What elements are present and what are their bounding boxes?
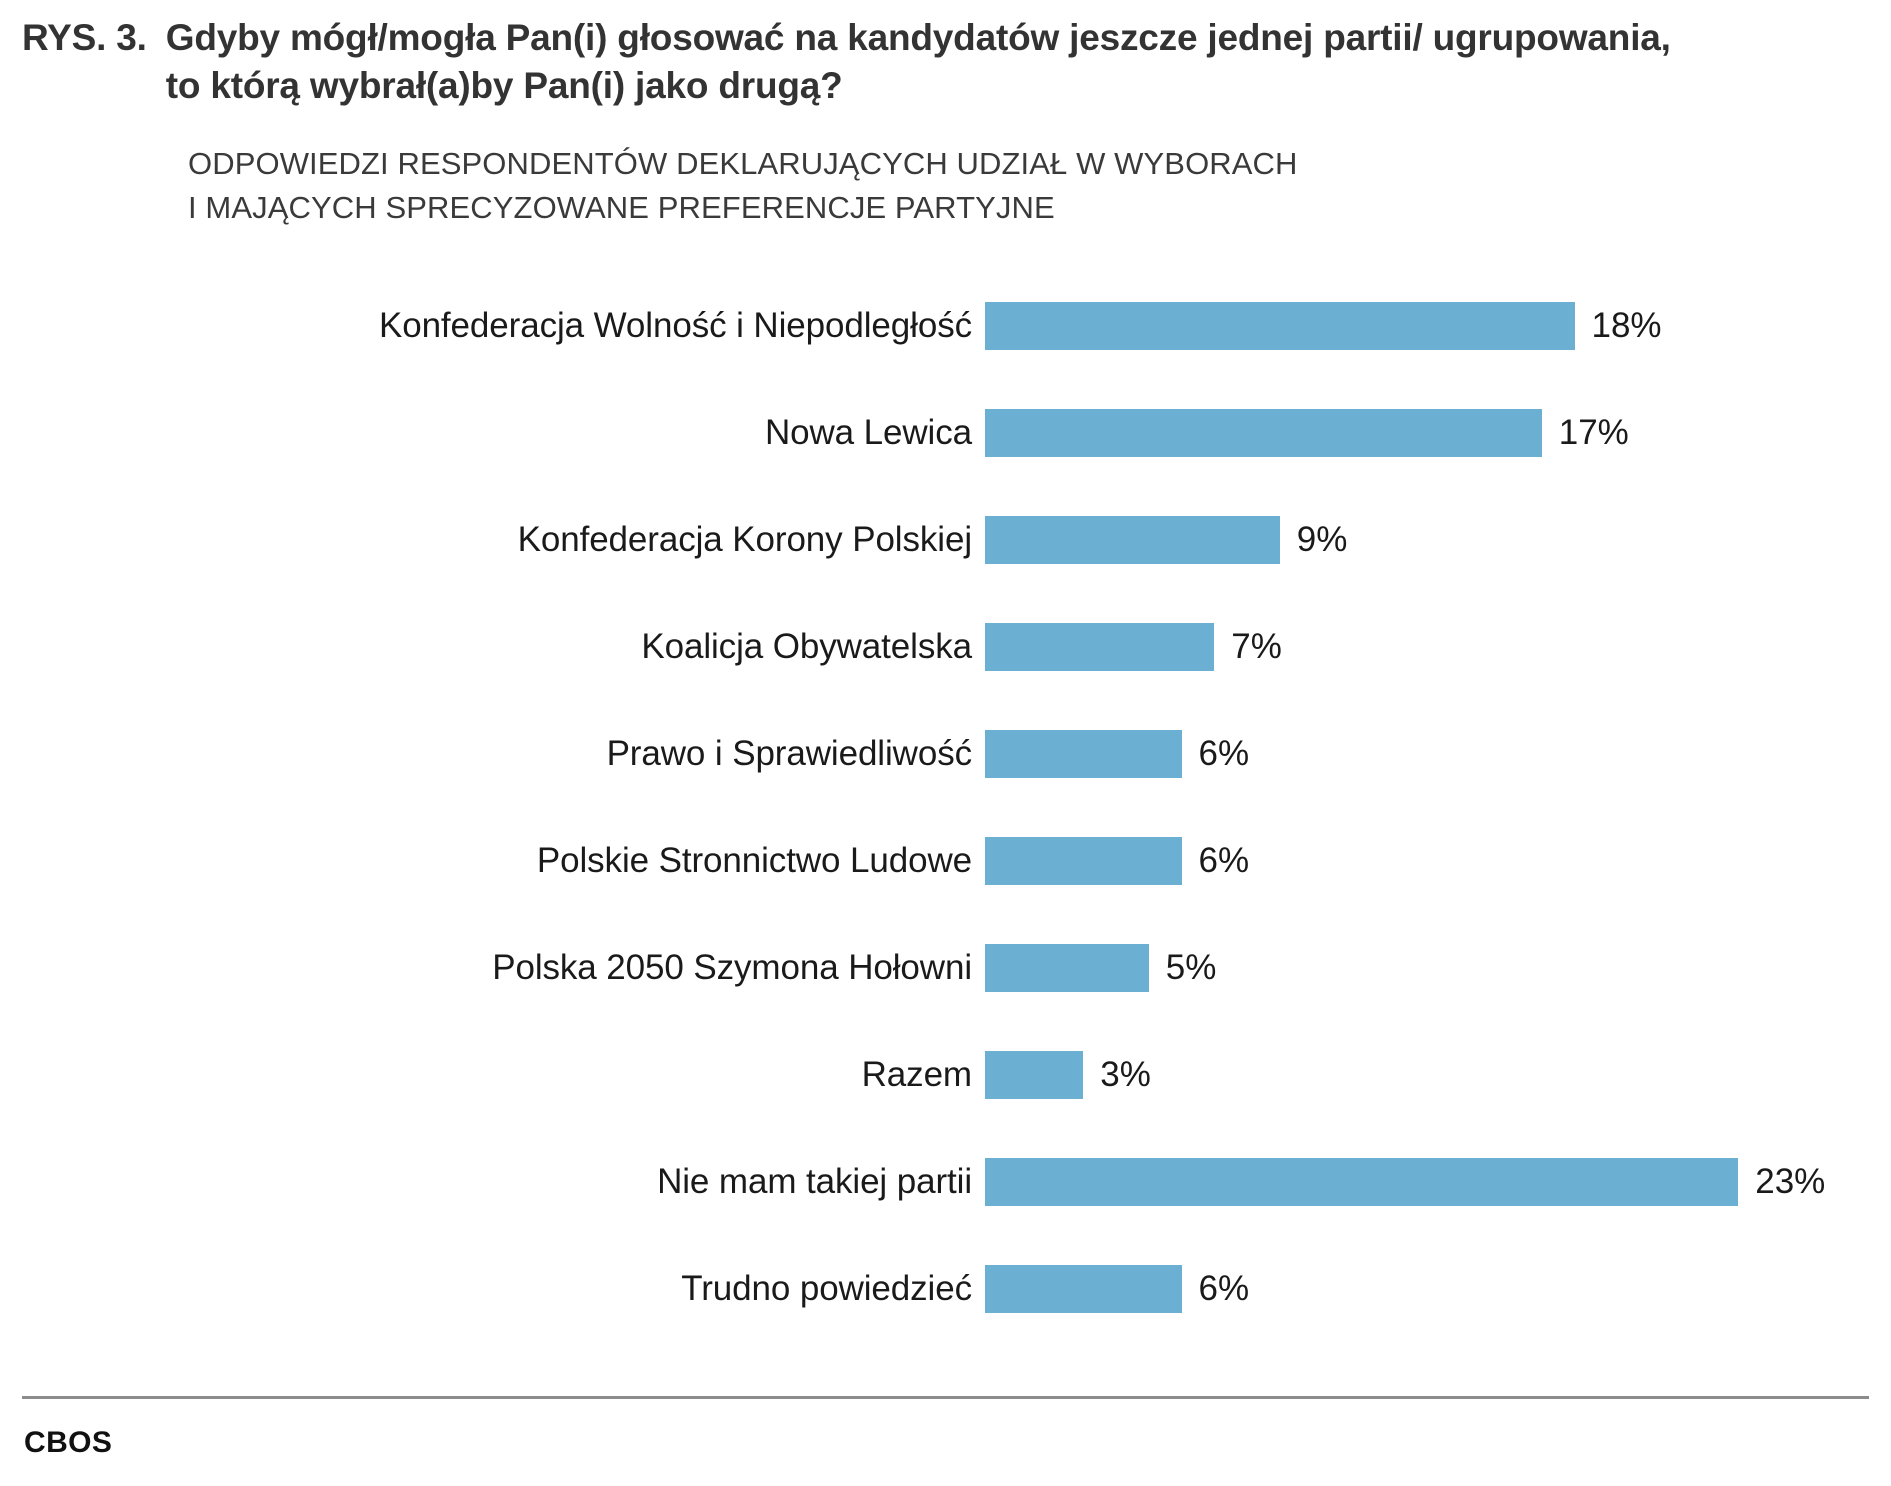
chart-row: Nie mam takiej partii 23% bbox=[0, 1158, 1891, 1207]
category-label: Polskie Stronnictwo Ludowe bbox=[536, 841, 972, 881]
bar bbox=[985, 837, 1182, 886]
bar bbox=[985, 1051, 1084, 1100]
bar-group: 23% bbox=[985, 1158, 1826, 1207]
title-row: RYS. 3. Gdyby mógł/mogła Pan(i) głosować… bbox=[22, 14, 1861, 110]
bar-value-label: 3% bbox=[1100, 1055, 1151, 1095]
category-label: Nowa Lewica bbox=[764, 413, 972, 453]
category-label: Koalicja Obywatelska bbox=[641, 627, 972, 667]
bar-group: 18% bbox=[985, 302, 1662, 351]
bar bbox=[985, 730, 1182, 779]
page-title: Gdyby mógł/mogła Pan(i) głosować na kand… bbox=[165, 17, 1671, 107]
bar bbox=[985, 516, 1280, 565]
bar-value-label: 5% bbox=[1165, 948, 1217, 988]
subtitle-line-1: ODPOWIEDZI RESPONDENTÓW DEKLARUJĄCYCH UD… bbox=[188, 146, 1298, 182]
chart-header: RYS. 3. Gdyby mógł/mogła Pan(i) głosować… bbox=[0, 0, 1891, 230]
figure-number: RYS. 3. bbox=[22, 17, 147, 58]
chart-row: Razem 3% bbox=[0, 1051, 1891, 1100]
bar bbox=[985, 409, 1542, 458]
bar-group: 7% bbox=[985, 623, 1282, 672]
chart-row: Konfederacja Wolność i Niepodległość 18% bbox=[0, 302, 1891, 351]
bar-value-label: 6% bbox=[1198, 734, 1250, 774]
bar-group: 6% bbox=[985, 730, 1250, 779]
chart-footer: CBOS bbox=[0, 1396, 1891, 1486]
chart-row: Prawo i Sprawiedliwość 6% bbox=[0, 730, 1891, 779]
category-label: Konfederacja Korony Polskiej bbox=[517, 520, 973, 560]
bar bbox=[985, 1158, 1739, 1207]
category-label: Nie mam takiej partii bbox=[657, 1162, 972, 1202]
bar-group: 5% bbox=[985, 944, 1217, 993]
chart-row: Konfederacja Korony Polskiej 9% bbox=[0, 516, 1891, 565]
category-label: Polska 2050 Szymona Hołowni bbox=[492, 948, 972, 988]
source-label: CBOS bbox=[24, 1426, 113, 1459]
chart-row: Polskie Stronnictwo Ludowe 6% bbox=[0, 837, 1891, 886]
category-label: Razem bbox=[861, 1055, 972, 1095]
category-label: Prawo i Sprawiedliwość bbox=[606, 734, 973, 774]
bar-group: 6% bbox=[985, 837, 1250, 886]
bar-value-label: 7% bbox=[1231, 627, 1282, 667]
bar bbox=[985, 302, 1575, 351]
bar-value-label: 9% bbox=[1296, 520, 1348, 560]
chart-row: Trudno powiedzieć 6% bbox=[0, 1265, 1891, 1314]
bar-group: 9% bbox=[985, 516, 1348, 565]
footer-divider bbox=[22, 1396, 1869, 1399]
bar bbox=[985, 1265, 1182, 1314]
bar-group: 6% bbox=[985, 1265, 1250, 1314]
chart-subtitle: ODPOWIEDZI RESPONDENTÓW DEKLARUJĄCYCH UD… bbox=[188, 142, 1608, 230]
bar-value-label: 6% bbox=[1198, 1269, 1250, 1309]
category-label: Trudno powiedzieć bbox=[681, 1269, 972, 1309]
chart-row: Koalicja Obywatelska 7% bbox=[0, 623, 1891, 672]
bar-group: 3% bbox=[985, 1051, 1151, 1100]
bar-value-label: 23% bbox=[1755, 1162, 1826, 1202]
chart-row: Polska 2050 Szymona Hołowni 5% bbox=[0, 944, 1891, 993]
chart-row: Nowa Lewica 17% bbox=[0, 409, 1891, 458]
bar bbox=[985, 623, 1215, 672]
bar-chart: Konfederacja Wolność i Niepodległość 18% N… bbox=[0, 278, 1891, 1338]
subtitle-line-2: I MAJĄCYCH SPRECYZOWANE PREFERENCJE PART… bbox=[188, 190, 1055, 226]
bar-group: 17% bbox=[985, 409, 1629, 458]
bar bbox=[985, 944, 1149, 993]
bar-value-label: 18% bbox=[1591, 306, 1662, 346]
bar-value-label: 17% bbox=[1558, 413, 1629, 453]
bar-value-label: 6% bbox=[1198, 841, 1250, 881]
category-label: Konfederacja Wolność i Niepodległość bbox=[378, 306, 972, 346]
